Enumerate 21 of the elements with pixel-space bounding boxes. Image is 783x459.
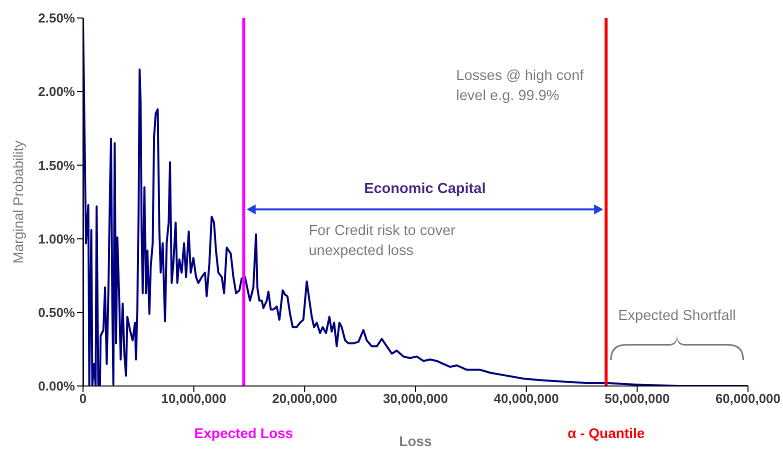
x-tick-label: 10,000,000 <box>161 391 226 406</box>
ref-line-label: α - Quantile <box>568 425 645 441</box>
y-tick-label: 1.50% <box>38 158 76 173</box>
x-tick-label: 30,000,000 <box>382 391 448 406</box>
annotation: Losses @ high conf level e.g. 99.9% <box>456 67 585 106</box>
y-tick-label: 2.00% <box>38 84 76 100</box>
x-tick-label: 0 <box>79 391 87 406</box>
annotation: Expected Shortfall <box>618 307 737 326</box>
y-tick-label: 0.00% <box>38 378 76 394</box>
x-tick-label: 60,000,000 <box>715 391 781 406</box>
y-axis-title: Marginal Probability <box>10 140 26 264</box>
y-tick-label: 1.00% <box>38 231 76 246</box>
x-tick-label: 20,000,000 <box>272 391 338 406</box>
x-tick-label: 40,000,000 <box>494 391 559 406</box>
annotation: Economic Capital <box>363 180 487 200</box>
ref-line-label: Expected Loss <box>194 425 294 441</box>
y-tick-label: 0.50% <box>38 305 76 320</box>
x-axis-title: Loss <box>399 433 432 449</box>
x-tick-label: 50,000,000 <box>604 391 670 406</box>
annotation: For Credit risk to cover unexpected loss <box>308 222 456 262</box>
y-tick-label: 2.50% <box>38 10 76 26</box>
